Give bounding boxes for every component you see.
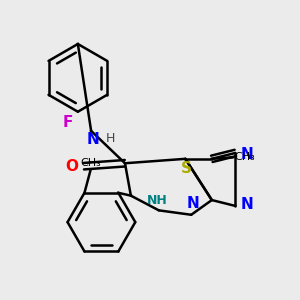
Text: O: O [65, 159, 78, 174]
Text: N: N [241, 147, 254, 162]
Text: S: S [181, 161, 192, 176]
Text: N: N [86, 132, 99, 147]
Text: NH: NH [147, 194, 168, 207]
Text: N: N [241, 197, 254, 212]
Text: H: H [106, 132, 115, 145]
Text: CH₃: CH₃ [234, 152, 255, 162]
Text: CH₃: CH₃ [80, 158, 101, 168]
Text: N: N [186, 196, 199, 211]
Text: F: F [63, 115, 74, 130]
